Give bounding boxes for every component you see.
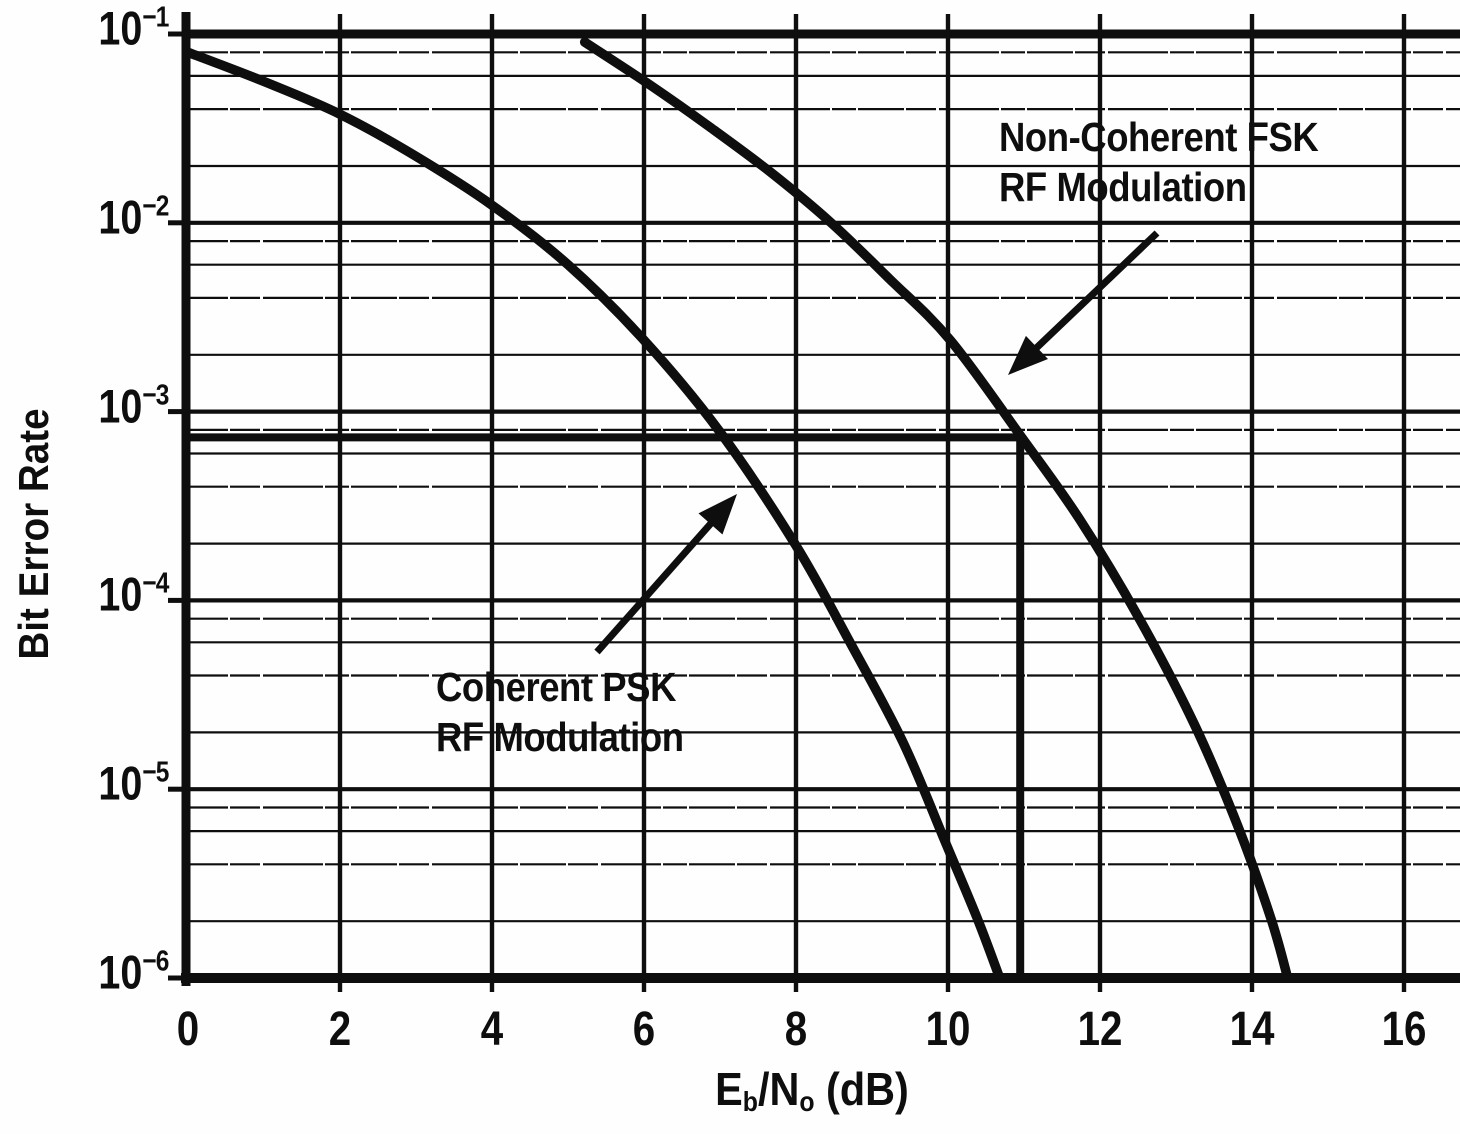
fsk-curve-label-line2: RF Modulation [999,164,1247,210]
fsk-curve [579,37,1293,983]
x-axis-title-sub-o: o [799,1086,815,1118]
x-tick-label-2: 2 [328,1003,352,1056]
y-axis-title: Bit Error Rate [10,408,57,660]
x-axis-title-divider: /N [757,1063,800,1115]
x-tick-label-8: 8 [784,1003,808,1056]
x-axis-title-unit: (dB) [814,1063,909,1115]
y-tick-label-1e-2: 10−2 [97,190,169,244]
psk-curve [183,47,1005,983]
y-tick-label-1e-3: 10−3 [97,379,169,433]
psk-curve-label-line2: RF Modulation [436,714,684,760]
psk-label-arrow-head [698,494,737,535]
x-tick-label-10: 10 [925,1003,971,1056]
fsk-curve-label: Non-Coherent FSK RF Modulation [999,112,1319,212]
y-tick-label-1e-5: 10−5 [97,756,169,810]
x-tick-label-12: 12 [1077,1003,1123,1056]
x-tick-label-6: 6 [632,1003,656,1056]
y-tick-label-1e-1: 10−1 [97,1,169,55]
y-tick-label-1e-4: 10−4 [97,567,169,621]
fsk-label-arrow-shaft [1028,230,1160,356]
x-tick-label-4: 4 [480,1003,504,1056]
x-tick-label-16: 16 [1381,1003,1427,1056]
fsk-label-arrow-head [1008,335,1048,375]
psk-label-arrow-shaft [594,515,719,655]
y-tick-label-1e-6: 10−6 [97,945,169,999]
x-axis-title: Eb/No (dB) [715,1062,909,1118]
psk-curve-label-line1: Coherent PSK [436,664,676,710]
fsk-curve-label-line1: Non-Coherent FSK [999,114,1319,160]
x-tick-label-14: 14 [1229,1003,1275,1056]
x-axis-title-sub-b: b [742,1086,758,1118]
psk-curve-label: Coherent PSK RF Modulation [436,662,684,762]
x-tick-label-0: 0 [176,1003,200,1056]
x-axis-title-symbol: E [715,1063,743,1115]
